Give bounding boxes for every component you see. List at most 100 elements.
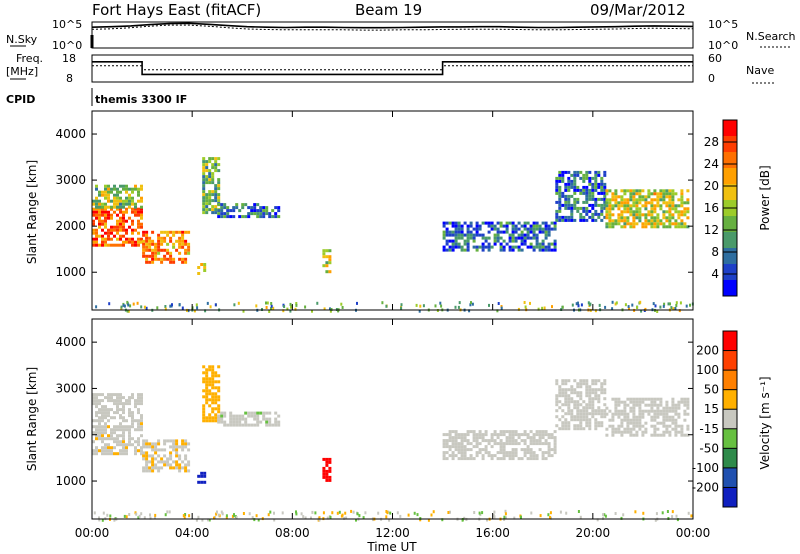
echo-cell	[585, 382, 589, 386]
echo-cell	[611, 412, 615, 416]
echo-cell	[466, 457, 470, 461]
echo-cell	[641, 222, 645, 226]
echo-cell	[594, 421, 598, 425]
echo-cell	[277, 209, 281, 213]
echo-cell	[208, 190, 212, 194]
echo-cell	[526, 451, 530, 455]
echo-cell	[656, 225, 660, 229]
echo-cell	[140, 184, 143, 188]
echo-cell	[635, 424, 639, 428]
echo-cell	[187, 230, 191, 234]
echo-cell	[247, 215, 251, 219]
echo-cell	[553, 442, 557, 446]
echo-cell	[122, 202, 125, 206]
echo-cell	[662, 189, 666, 193]
echo-cell	[442, 248, 446, 252]
echo-cell	[526, 221, 530, 225]
echo-cell	[650, 201, 654, 205]
echo-cell	[653, 207, 657, 211]
echo-cell	[202, 419, 206, 423]
ground-scatter-cell	[497, 302, 500, 305]
echo-cell	[110, 396, 113, 400]
echo-cell	[214, 166, 218, 170]
echo-cell	[620, 189, 624, 193]
echo-cell	[579, 215, 583, 219]
echo-cell	[322, 469, 326, 473]
echo-cell	[217, 209, 221, 213]
echo-cell	[555, 179, 559, 183]
ground-scatter-cell	[440, 304, 443, 308]
echo-cell	[508, 436, 512, 440]
ground-scatter-cell	[178, 303, 181, 307]
echo-cell	[647, 219, 651, 223]
echo-cell	[588, 406, 592, 410]
echo-cell	[650, 397, 654, 401]
echo-cell	[608, 409, 612, 413]
echo-cell	[487, 230, 491, 234]
echo-cell	[92, 431, 95, 435]
echo-cell	[110, 228, 113, 232]
echo-cell	[451, 430, 455, 434]
echo-cell	[591, 188, 595, 192]
ground-scatter-cell	[221, 512, 224, 516]
echo-cell	[148, 469, 152, 473]
echo-cell	[617, 213, 621, 217]
echo-cell	[226, 423, 230, 427]
power-cbar-tick-label: 24	[704, 157, 719, 171]
echo-cell	[107, 196, 110, 200]
echo-cell	[535, 439, 539, 443]
echo-cell	[475, 439, 479, 443]
ground-scatter-cell	[385, 510, 388, 513]
echo-cell	[517, 248, 521, 252]
echo-cell	[523, 442, 527, 446]
echo-cell	[445, 433, 449, 437]
echo-cell	[614, 397, 618, 401]
ground-scatter-cell	[300, 512, 303, 516]
echo-cell	[262, 414, 266, 418]
echo-cell	[582, 409, 586, 413]
echo-cell	[511, 454, 515, 458]
echo-cell	[214, 395, 218, 399]
echo-cell	[208, 208, 212, 212]
echo-cell	[232, 414, 236, 418]
echo-cell	[529, 439, 533, 443]
echo-cell	[526, 227, 530, 231]
echo-cell	[591, 400, 595, 404]
echo-cell	[626, 418, 630, 422]
echo-cell	[508, 245, 512, 249]
echo-cell	[558, 215, 562, 219]
echo-cell	[169, 457, 173, 461]
ground-scatter-cell	[98, 516, 100, 520]
echo-cell	[686, 403, 690, 407]
echo-cell	[184, 454, 188, 458]
freq-left-tick-top: 18	[62, 52, 76, 65]
echo-cell	[490, 224, 494, 228]
echo-cell	[122, 440, 125, 444]
echo-cell	[175, 466, 179, 470]
echo-cell	[656, 406, 660, 410]
echo-cell	[603, 182, 607, 186]
echo-cell	[617, 222, 621, 226]
echo-cell	[674, 222, 678, 226]
echo-cell	[561, 403, 565, 407]
echo-cell	[626, 430, 630, 434]
echo-cell	[623, 406, 627, 410]
echo-cell	[211, 175, 215, 179]
echo-cell	[235, 417, 239, 421]
ground-scatter-cell	[286, 307, 289, 311]
echo-cell	[541, 227, 545, 231]
echo-cell	[538, 248, 542, 252]
echo-cell	[137, 222, 140, 226]
echo-cell	[511, 224, 515, 228]
echo-cell	[505, 430, 509, 434]
echo-cell	[142, 254, 146, 258]
echo-cell	[523, 233, 527, 237]
echo-cell	[128, 225, 131, 229]
echo-cell	[208, 160, 212, 164]
echo-cell	[110, 216, 113, 220]
echo-cell	[514, 448, 518, 452]
echo-cell	[626, 222, 630, 226]
echo-cell	[629, 400, 633, 404]
echo-cell	[564, 182, 568, 186]
echo-cell	[116, 396, 119, 400]
